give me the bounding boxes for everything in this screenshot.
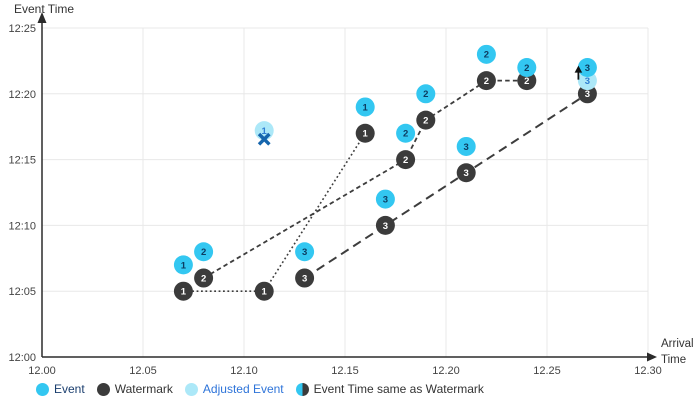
event-marker-2-label: 2 — [423, 89, 428, 100]
watermark-marker-3 — [295, 268, 315, 288]
event-marker-1-label: 1 — [181, 260, 187, 271]
x-tick-label: 12.25 — [533, 365, 561, 377]
watermark-marker-1-label: 1 — [262, 287, 268, 298]
watermark-marker-2 — [396, 150, 416, 170]
adjusted-event-marker-3 — [577, 71, 597, 91]
event-marker-2 — [476, 44, 496, 64]
legend-item-watermark: Watermark — [96, 382, 173, 396]
event-marker-2 — [194, 242, 214, 262]
legend-label-watermark: Watermark — [114, 382, 173, 396]
event-legend-icon — [36, 382, 49, 396]
watermark-marker-1 — [355, 123, 375, 143]
watermark-marker-1 — [254, 281, 274, 301]
watermark-marker-2-label: 2 — [484, 76, 489, 87]
watermark-marker-3 — [577, 84, 597, 104]
watermark-marker-3-label: 3 — [302, 273, 307, 284]
watermark-marker-2-label: 2 — [201, 273, 206, 284]
event-marker-3-label: 3 — [302, 247, 307, 258]
watermark-marker-2 — [476, 71, 496, 91]
watermark-marker-3 — [456, 163, 476, 183]
event-marker-3 — [456, 136, 476, 156]
watermark-marker-3-label: 3 — [464, 168, 469, 179]
watermark-marker-2-label: 2 — [524, 76, 529, 87]
y-axis-title: Event Time — [14, 2, 75, 16]
x-tick-label: 12.10 — [230, 365, 258, 377]
watermark-marker-2-label: 2 — [423, 116, 428, 127]
watermark-marker-2-label: 2 — [403, 155, 408, 166]
x-tick-label: 12.30 — [634, 365, 662, 377]
x-axis-title-line1: Arrival — [661, 338, 694, 350]
y-axis-arrow-icon — [37, 12, 47, 23]
adjusted-event-marker-3-label: 3 — [585, 76, 590, 87]
event-marker-2-label: 2 — [403, 129, 408, 140]
legend-label-event: Event — [54, 382, 85, 396]
legend-label-event-same-as-watermark: Event Time same as Watermark — [313, 382, 484, 396]
event-marker-2 — [396, 123, 416, 143]
adjusted-event-legend-icon — [184, 382, 198, 396]
watermark-marker-3 — [375, 215, 395, 235]
legend-item-event: Event — [36, 382, 85, 396]
watermark-marker-2 — [517, 71, 537, 91]
event-marker-1 — [355, 97, 375, 117]
x-tick-label: 12.00 — [28, 365, 56, 377]
plot-area: 12:00 12:05 12:10 12:15 12:20 12:25 12.00 12.05… — [8, 12, 662, 377]
event-marker-2 — [517, 57, 537, 77]
event-marker-3-label: 3 — [464, 142, 469, 153]
x-tick-label: 12.20 — [432, 365, 460, 377]
y-tick-label: 12:10 — [8, 220, 36, 232]
legend-label-adjusted-event: Adjusted Event — [202, 382, 284, 396]
watermark-line-3 — [304, 92, 588, 279]
event-marker-3-label: 3 — [383, 194, 388, 205]
event-marker-1 — [173, 255, 193, 275]
event-marker-2-label: 2 — [524, 63, 529, 74]
event-marker-3-label: 3 — [585, 63, 590, 74]
watermark-marker-3-label: 3 — [585, 89, 590, 100]
y-tick-label: 12:25 — [8, 23, 36, 35]
watermark-marker-2 — [416, 110, 436, 130]
legend-item-event-same-as-watermark: Event Time same as Watermark — [295, 382, 484, 396]
event-marker-3 — [577, 57, 597, 77]
legend: Event Watermark Adjusted Event Event Tim… — [36, 382, 484, 396]
watermark-marker-1-label: 1 — [363, 129, 369, 140]
watermark-marker-2 — [194, 268, 214, 288]
event-marker-1-label: 1 — [363, 102, 369, 113]
event-marker-2-label: 2 — [201, 247, 206, 258]
watermark-legend-icon — [96, 382, 110, 396]
x-axis-title-line2: Time — [661, 354, 687, 366]
watermark-marker-1-label: 1 — [181, 287, 187, 298]
x-axis-title: Arrival Time — [661, 336, 694, 368]
watermark-line-1 — [183, 132, 366, 293]
event-marker-3 — [375, 189, 395, 209]
y-tick-label: 12:20 — [8, 89, 36, 101]
event-marker-2 — [416, 84, 436, 104]
watermark-marker-1 — [173, 281, 193, 301]
x-tick-label: 12.05 — [129, 365, 157, 377]
legend-item-adjusted-event: Adjusted Event — [184, 382, 284, 396]
y-tick-label: 12:00 — [8, 352, 36, 364]
y-tick-label: 12:15 — [8, 155, 36, 167]
event-marker-3 — [295, 242, 315, 262]
x-tick-label: 12.15 — [331, 365, 359, 377]
adjusted-event-marker-1-label: 1 — [262, 126, 268, 137]
up-arrow-icon — [574, 65, 583, 73]
watermark-marker-3-label: 3 — [383, 221, 388, 232]
x-axis-arrow-icon — [647, 352, 657, 362]
x-marker-icon — [257, 132, 271, 146]
event-marker-2-label: 2 — [484, 50, 489, 61]
y-tick-label: 12:05 — [8, 286, 36, 298]
half-event-half-watermark-legend-icon — [295, 382, 309, 396]
